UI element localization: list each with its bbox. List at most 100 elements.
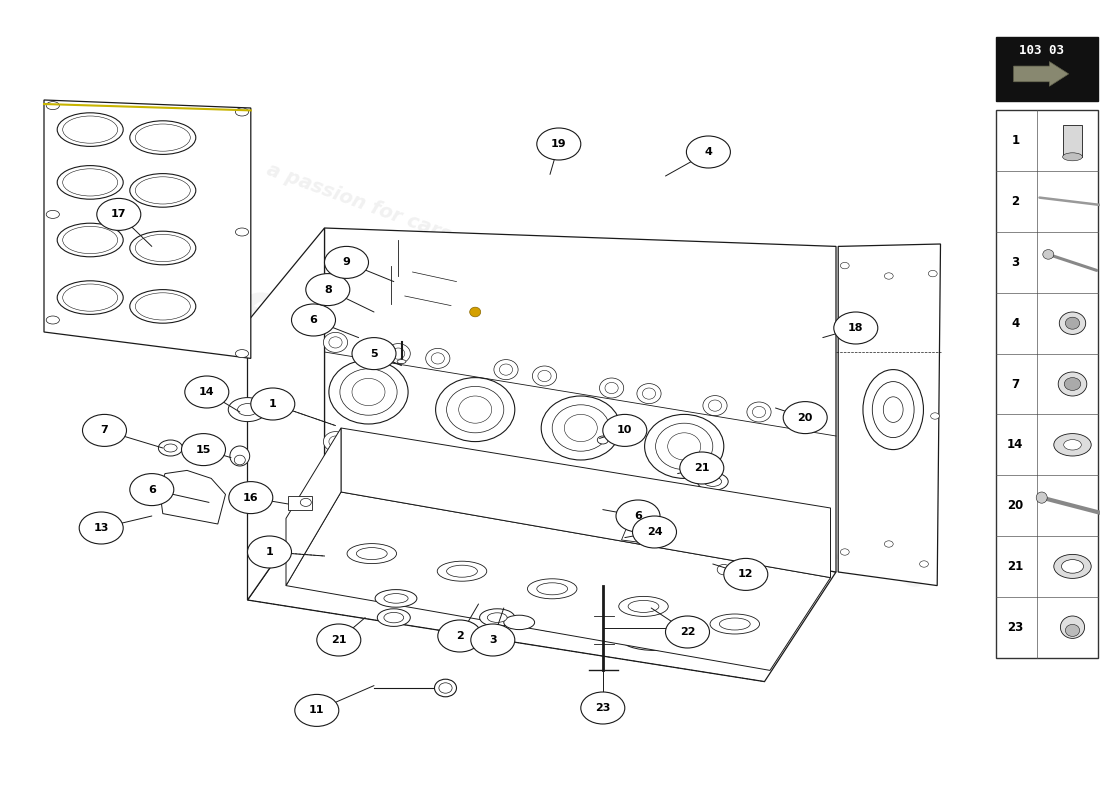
Ellipse shape bbox=[384, 613, 404, 622]
Text: 103 03: 103 03 bbox=[1019, 44, 1064, 58]
Ellipse shape bbox=[446, 596, 478, 607]
Ellipse shape bbox=[600, 478, 624, 498]
Ellipse shape bbox=[637, 384, 661, 403]
Text: 1: 1 bbox=[265, 547, 274, 557]
Polygon shape bbox=[341, 428, 830, 578]
Ellipse shape bbox=[470, 307, 481, 317]
Circle shape bbox=[471, 624, 515, 656]
Text: 7: 7 bbox=[100, 426, 109, 435]
Ellipse shape bbox=[392, 446, 405, 458]
Ellipse shape bbox=[426, 349, 450, 368]
Circle shape bbox=[317, 624, 361, 656]
Circle shape bbox=[438, 620, 482, 652]
Text: 12: 12 bbox=[738, 570, 754, 579]
Ellipse shape bbox=[544, 614, 578, 626]
Ellipse shape bbox=[883, 397, 903, 422]
Text: 15: 15 bbox=[196, 445, 211, 454]
Ellipse shape bbox=[63, 169, 118, 196]
Ellipse shape bbox=[537, 582, 568, 595]
Ellipse shape bbox=[747, 402, 771, 422]
Ellipse shape bbox=[712, 557, 736, 576]
Ellipse shape bbox=[63, 116, 118, 143]
Ellipse shape bbox=[46, 102, 59, 110]
Ellipse shape bbox=[428, 590, 496, 614]
Ellipse shape bbox=[538, 370, 551, 382]
Ellipse shape bbox=[703, 495, 727, 516]
Circle shape bbox=[251, 388, 295, 420]
Ellipse shape bbox=[323, 333, 348, 352]
Ellipse shape bbox=[605, 482, 618, 494]
Ellipse shape bbox=[864, 370, 924, 450]
Ellipse shape bbox=[1043, 250, 1054, 259]
Ellipse shape bbox=[436, 378, 515, 442]
Ellipse shape bbox=[46, 316, 59, 324]
Ellipse shape bbox=[711, 614, 760, 634]
Ellipse shape bbox=[1065, 624, 1080, 637]
Ellipse shape bbox=[63, 284, 118, 311]
Text: 2: 2 bbox=[455, 631, 464, 641]
Polygon shape bbox=[44, 100, 251, 358]
Ellipse shape bbox=[872, 382, 914, 438]
Ellipse shape bbox=[532, 466, 557, 486]
Ellipse shape bbox=[600, 378, 624, 398]
Circle shape bbox=[352, 338, 396, 370]
Ellipse shape bbox=[627, 611, 645, 618]
Polygon shape bbox=[248, 228, 324, 600]
Polygon shape bbox=[324, 228, 836, 572]
Ellipse shape bbox=[642, 388, 656, 399]
Ellipse shape bbox=[637, 483, 661, 504]
Ellipse shape bbox=[564, 414, 597, 442]
Ellipse shape bbox=[130, 290, 196, 323]
Ellipse shape bbox=[514, 587, 531, 594]
Ellipse shape bbox=[494, 359, 518, 379]
Ellipse shape bbox=[504, 615, 535, 630]
Ellipse shape bbox=[1054, 554, 1091, 578]
Ellipse shape bbox=[494, 461, 518, 480]
Ellipse shape bbox=[426, 448, 450, 467]
Ellipse shape bbox=[840, 549, 849, 555]
Text: 13: 13 bbox=[94, 523, 109, 533]
Ellipse shape bbox=[884, 541, 893, 547]
Ellipse shape bbox=[235, 350, 249, 358]
Ellipse shape bbox=[135, 124, 190, 151]
Text: 20: 20 bbox=[1008, 499, 1023, 512]
Circle shape bbox=[248, 536, 292, 568]
Text: a passion for cars since 1985: a passion for cars since 1985 bbox=[264, 160, 572, 288]
Ellipse shape bbox=[158, 440, 183, 456]
Circle shape bbox=[581, 692, 625, 724]
Ellipse shape bbox=[719, 618, 750, 630]
Circle shape bbox=[603, 414, 647, 446]
Circle shape bbox=[185, 376, 229, 408]
Ellipse shape bbox=[352, 578, 385, 590]
Ellipse shape bbox=[397, 359, 406, 363]
Ellipse shape bbox=[130, 174, 196, 207]
Ellipse shape bbox=[703, 396, 727, 416]
Text: 7: 7 bbox=[1011, 378, 1020, 390]
Polygon shape bbox=[1014, 62, 1069, 86]
Circle shape bbox=[79, 512, 123, 544]
Ellipse shape bbox=[348, 544, 396, 563]
Ellipse shape bbox=[752, 506, 766, 518]
Polygon shape bbox=[621, 522, 671, 546]
Ellipse shape bbox=[459, 396, 492, 423]
Ellipse shape bbox=[229, 398, 266, 422]
Text: 23: 23 bbox=[1008, 621, 1023, 634]
Ellipse shape bbox=[130, 121, 196, 154]
Text: 3: 3 bbox=[1011, 256, 1020, 269]
Circle shape bbox=[306, 274, 350, 306]
Ellipse shape bbox=[356, 547, 387, 560]
Text: 14: 14 bbox=[199, 387, 214, 397]
Ellipse shape bbox=[57, 166, 123, 199]
Circle shape bbox=[680, 452, 724, 484]
Circle shape bbox=[82, 414, 126, 446]
Ellipse shape bbox=[538, 470, 551, 482]
Text: 22: 22 bbox=[680, 627, 695, 637]
Ellipse shape bbox=[334, 572, 403, 596]
Text: 6: 6 bbox=[309, 315, 318, 325]
Polygon shape bbox=[286, 492, 830, 670]
Bar bbox=[996, 37, 1098, 101]
Ellipse shape bbox=[1060, 616, 1085, 638]
Ellipse shape bbox=[386, 344, 410, 363]
Ellipse shape bbox=[499, 364, 513, 375]
Ellipse shape bbox=[920, 561, 928, 567]
